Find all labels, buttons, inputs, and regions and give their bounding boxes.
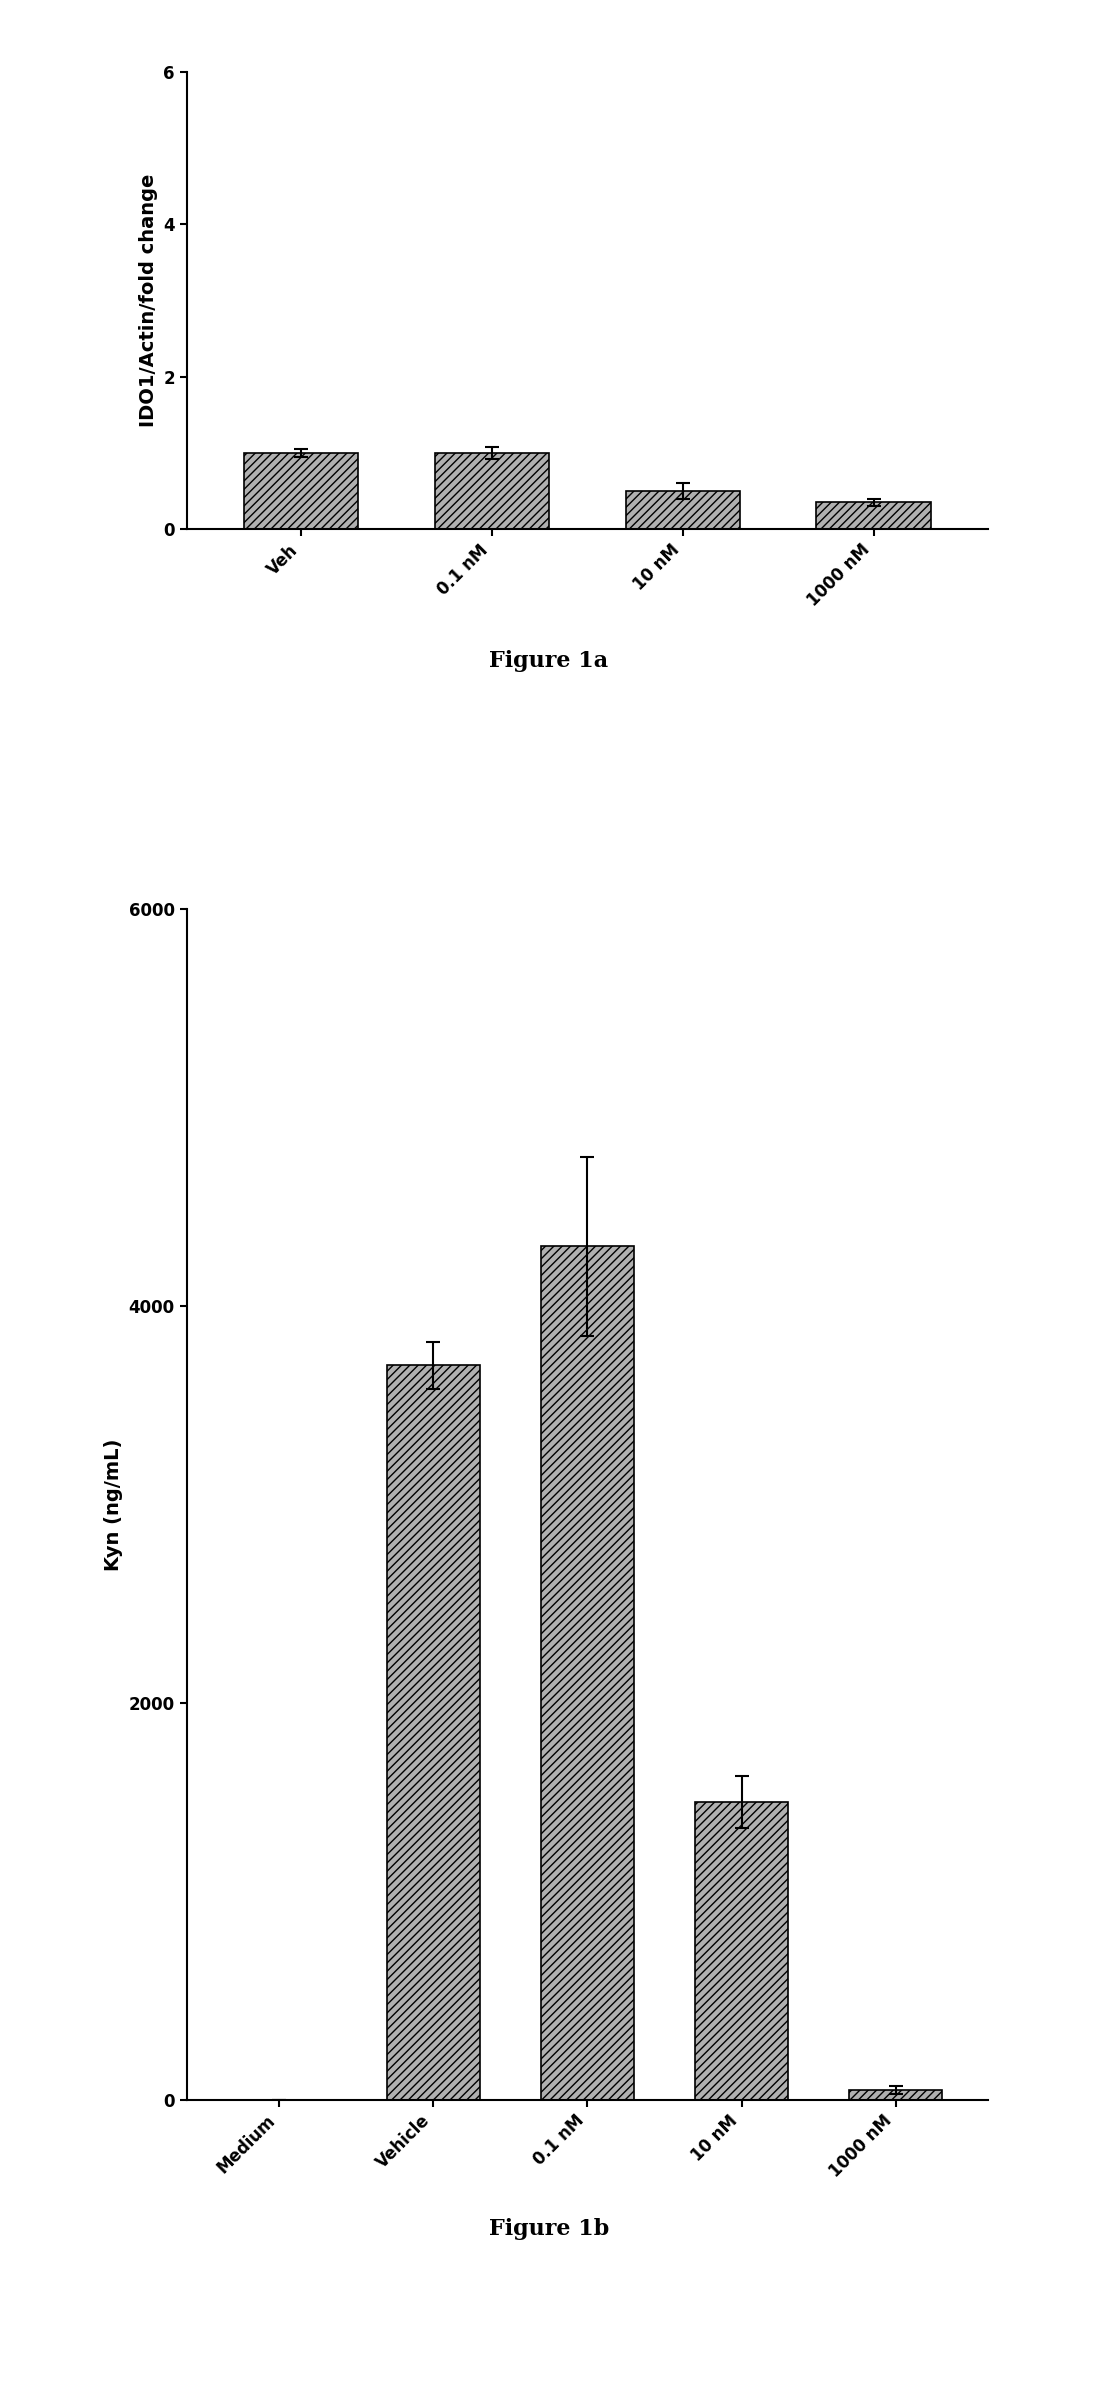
Y-axis label: Kyn (ng/mL): Kyn (ng/mL): [104, 1438, 123, 1570]
Bar: [541, 1246, 634, 2100]
Bar: [817, 503, 931, 529]
Bar: [435, 452, 549, 529]
Text: Figure 1a: Figure 1a: [490, 649, 608, 673]
Bar: [626, 491, 740, 529]
Text: Figure 1b: Figure 1b: [489, 2217, 609, 2241]
Bar: [695, 1801, 788, 2100]
Bar: [244, 452, 358, 529]
Bar: [388, 1366, 480, 2100]
Bar: [850, 2090, 942, 2100]
Y-axis label: IDO1/Actin/fold change: IDO1/Actin/fold change: [138, 173, 158, 428]
